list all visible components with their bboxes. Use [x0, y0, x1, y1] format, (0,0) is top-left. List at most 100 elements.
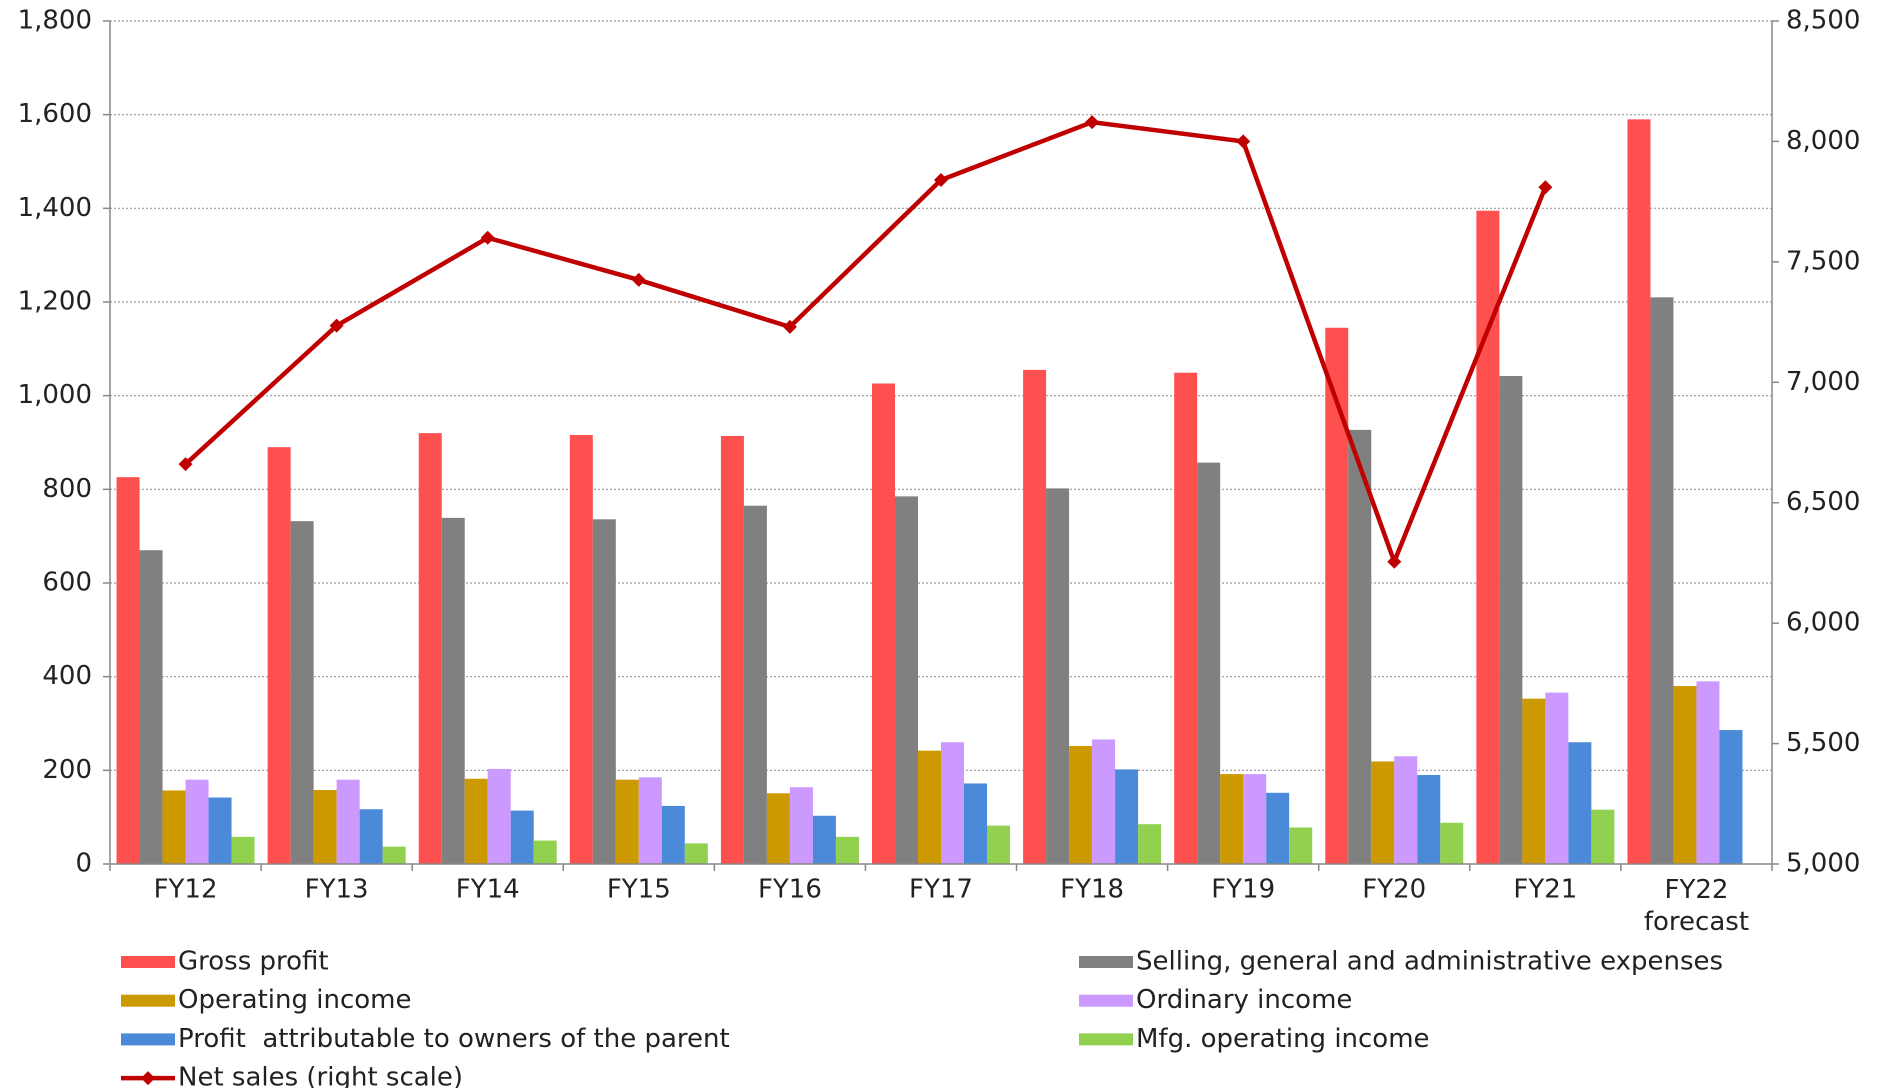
- legend-label: Net sales (right scale): [178, 1063, 463, 1088]
- bar: [766, 793, 790, 864]
- line-marker: [480, 230, 495, 245]
- legend-swatch: [121, 994, 175, 1007]
- bar: [1499, 375, 1523, 864]
- x-tick-label: FY22 forecast: [1644, 875, 1749, 937]
- bar: [941, 742, 964, 864]
- legend-swatch: [1079, 994, 1133, 1007]
- bar: [872, 383, 895, 864]
- bar: [1627, 119, 1651, 865]
- y-tick-label: 800: [42, 474, 92, 504]
- bar: [208, 797, 232, 864]
- bar: [1325, 327, 1349, 865]
- y-tick-label: 1,800: [18, 6, 92, 36]
- bar: [313, 790, 337, 864]
- y2-tick-label: 6,000: [1786, 608, 1860, 638]
- bar: [1394, 756, 1418, 864]
- legend-label: Selling, general and administrative expe…: [1136, 947, 1723, 977]
- y-tick-label: 1,000: [18, 380, 92, 410]
- bar: [1673, 686, 1697, 864]
- y2-tick-label: 6,500: [1786, 487, 1860, 517]
- line-marker: [1387, 554, 1402, 569]
- x-tick-label: FY12: [154, 875, 218, 905]
- bar: [441, 517, 465, 864]
- y-tick-label: 1,400: [18, 193, 92, 223]
- y-tick-label: 600: [42, 568, 92, 598]
- bar: [789, 787, 813, 864]
- line-marker: [329, 318, 344, 333]
- y2-tick-label: 7,000: [1786, 367, 1860, 397]
- y-tick-label: 400: [42, 661, 92, 691]
- x-tick-label: FY17: [909, 875, 973, 905]
- bar: [638, 777, 662, 864]
- bar: [1719, 730, 1743, 864]
- x-tick-label: FY15: [607, 875, 671, 905]
- legend-label: Ordinary income: [1136, 985, 1352, 1015]
- legend-label: Mfg. operating income: [1136, 1024, 1430, 1054]
- bar: [1545, 692, 1569, 864]
- legend-swatch: [1079, 1033, 1133, 1046]
- legend-label: Profit attributable to owners of the par…: [178, 1024, 730, 1054]
- y2-tick-label: 7,500: [1786, 246, 1860, 276]
- bar: [615, 779, 639, 864]
- bar: [720, 435, 744, 864]
- line-marker: [1085, 115, 1100, 130]
- bar: [743, 505, 767, 864]
- bar: [487, 768, 511, 864]
- bar: [510, 810, 534, 864]
- legend-swatch: [1079, 956, 1133, 968]
- bar: [1650, 297, 1674, 865]
- bar: [592, 519, 616, 864]
- bar: [1591, 809, 1615, 864]
- bar: [267, 447, 291, 864]
- bar: [684, 843, 708, 864]
- bar: [987, 825, 1010, 864]
- bar: [1417, 775, 1441, 864]
- y2-tick-label: 8,000: [1786, 126, 1860, 156]
- bar: [1348, 429, 1372, 864]
- bar: [1092, 739, 1116, 864]
- bar: [1220, 774, 1244, 864]
- y-tick-label: 200: [42, 755, 92, 785]
- legend-label: Gross profit: [178, 947, 329, 977]
- bar: [1138, 824, 1162, 864]
- line-marker: [631, 272, 646, 287]
- bar: [1046, 488, 1070, 864]
- bar: [1696, 681, 1720, 864]
- bar: [185, 779, 209, 864]
- bar: [533, 840, 557, 864]
- legend-swatch: [121, 956, 175, 968]
- bar: [359, 809, 383, 864]
- bar: [569, 435, 593, 864]
- bar: [835, 836, 859, 864]
- x-tick-label: FY21: [1513, 875, 1577, 905]
- bar: [139, 550, 163, 864]
- bar: [964, 783, 987, 864]
- line-marker: [1236, 134, 1251, 149]
- line-marker: [934, 172, 948, 187]
- x-tick-label: FY20: [1362, 875, 1426, 905]
- bar: [464, 778, 488, 864]
- legend-swatch: [121, 1033, 175, 1046]
- bar: [661, 805, 685, 864]
- bar: [336, 779, 360, 864]
- y2-tick-label: 8,500: [1786, 6, 1860, 36]
- bar: [1440, 822, 1464, 864]
- line-marker: [178, 457, 193, 472]
- line: [184, 119, 1548, 569]
- bar: [812, 815, 836, 864]
- bar: [290, 521, 314, 864]
- bar: [1568, 742, 1592, 864]
- x-tick-label: FY14: [456, 875, 520, 905]
- y-tick-label: 0: [75, 849, 92, 879]
- bar: [1476, 210, 1500, 865]
- bar: [382, 846, 406, 864]
- bar: [1023, 369, 1047, 864]
- x-tick-label: FY19: [1211, 875, 1275, 905]
- bar: [1069, 745, 1093, 864]
- bar: [1174, 372, 1198, 864]
- bar: [1115, 769, 1139, 864]
- y2-tick-label: 5,500: [1786, 728, 1860, 758]
- bar: [1197, 462, 1221, 864]
- x-tick-label: FY16: [758, 875, 822, 905]
